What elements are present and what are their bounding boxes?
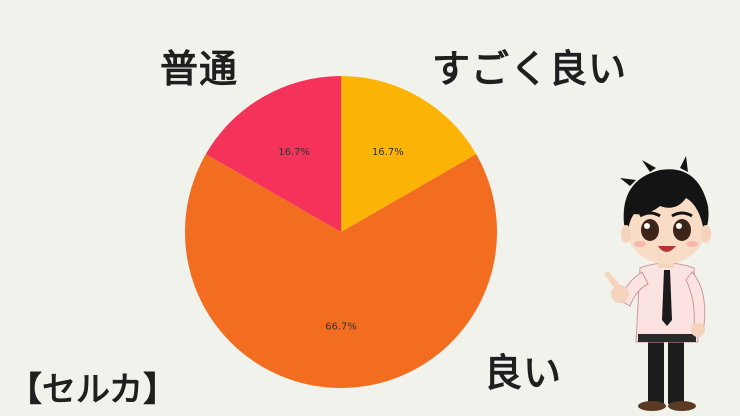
pie-slice-0 — [341, 76, 477, 232]
pie-slice-label-1: 66.7% — [325, 322, 357, 333]
pie-slice-1 — [184, 154, 497, 388]
label-good: 良い — [484, 351, 563, 395]
pie-slice-2 — [205, 76, 341, 232]
smiling-boy-pointing-icon — [604, 156, 711, 411]
pie-slice-label-2: 16.7% — [278, 147, 310, 158]
label-normal: 普通 — [160, 47, 239, 91]
brand-tag: 【セルカ】 — [8, 370, 177, 410]
label-very-good: すごく良い — [432, 47, 628, 91]
pie-slice-label-0: 16.7% — [372, 147, 404, 158]
